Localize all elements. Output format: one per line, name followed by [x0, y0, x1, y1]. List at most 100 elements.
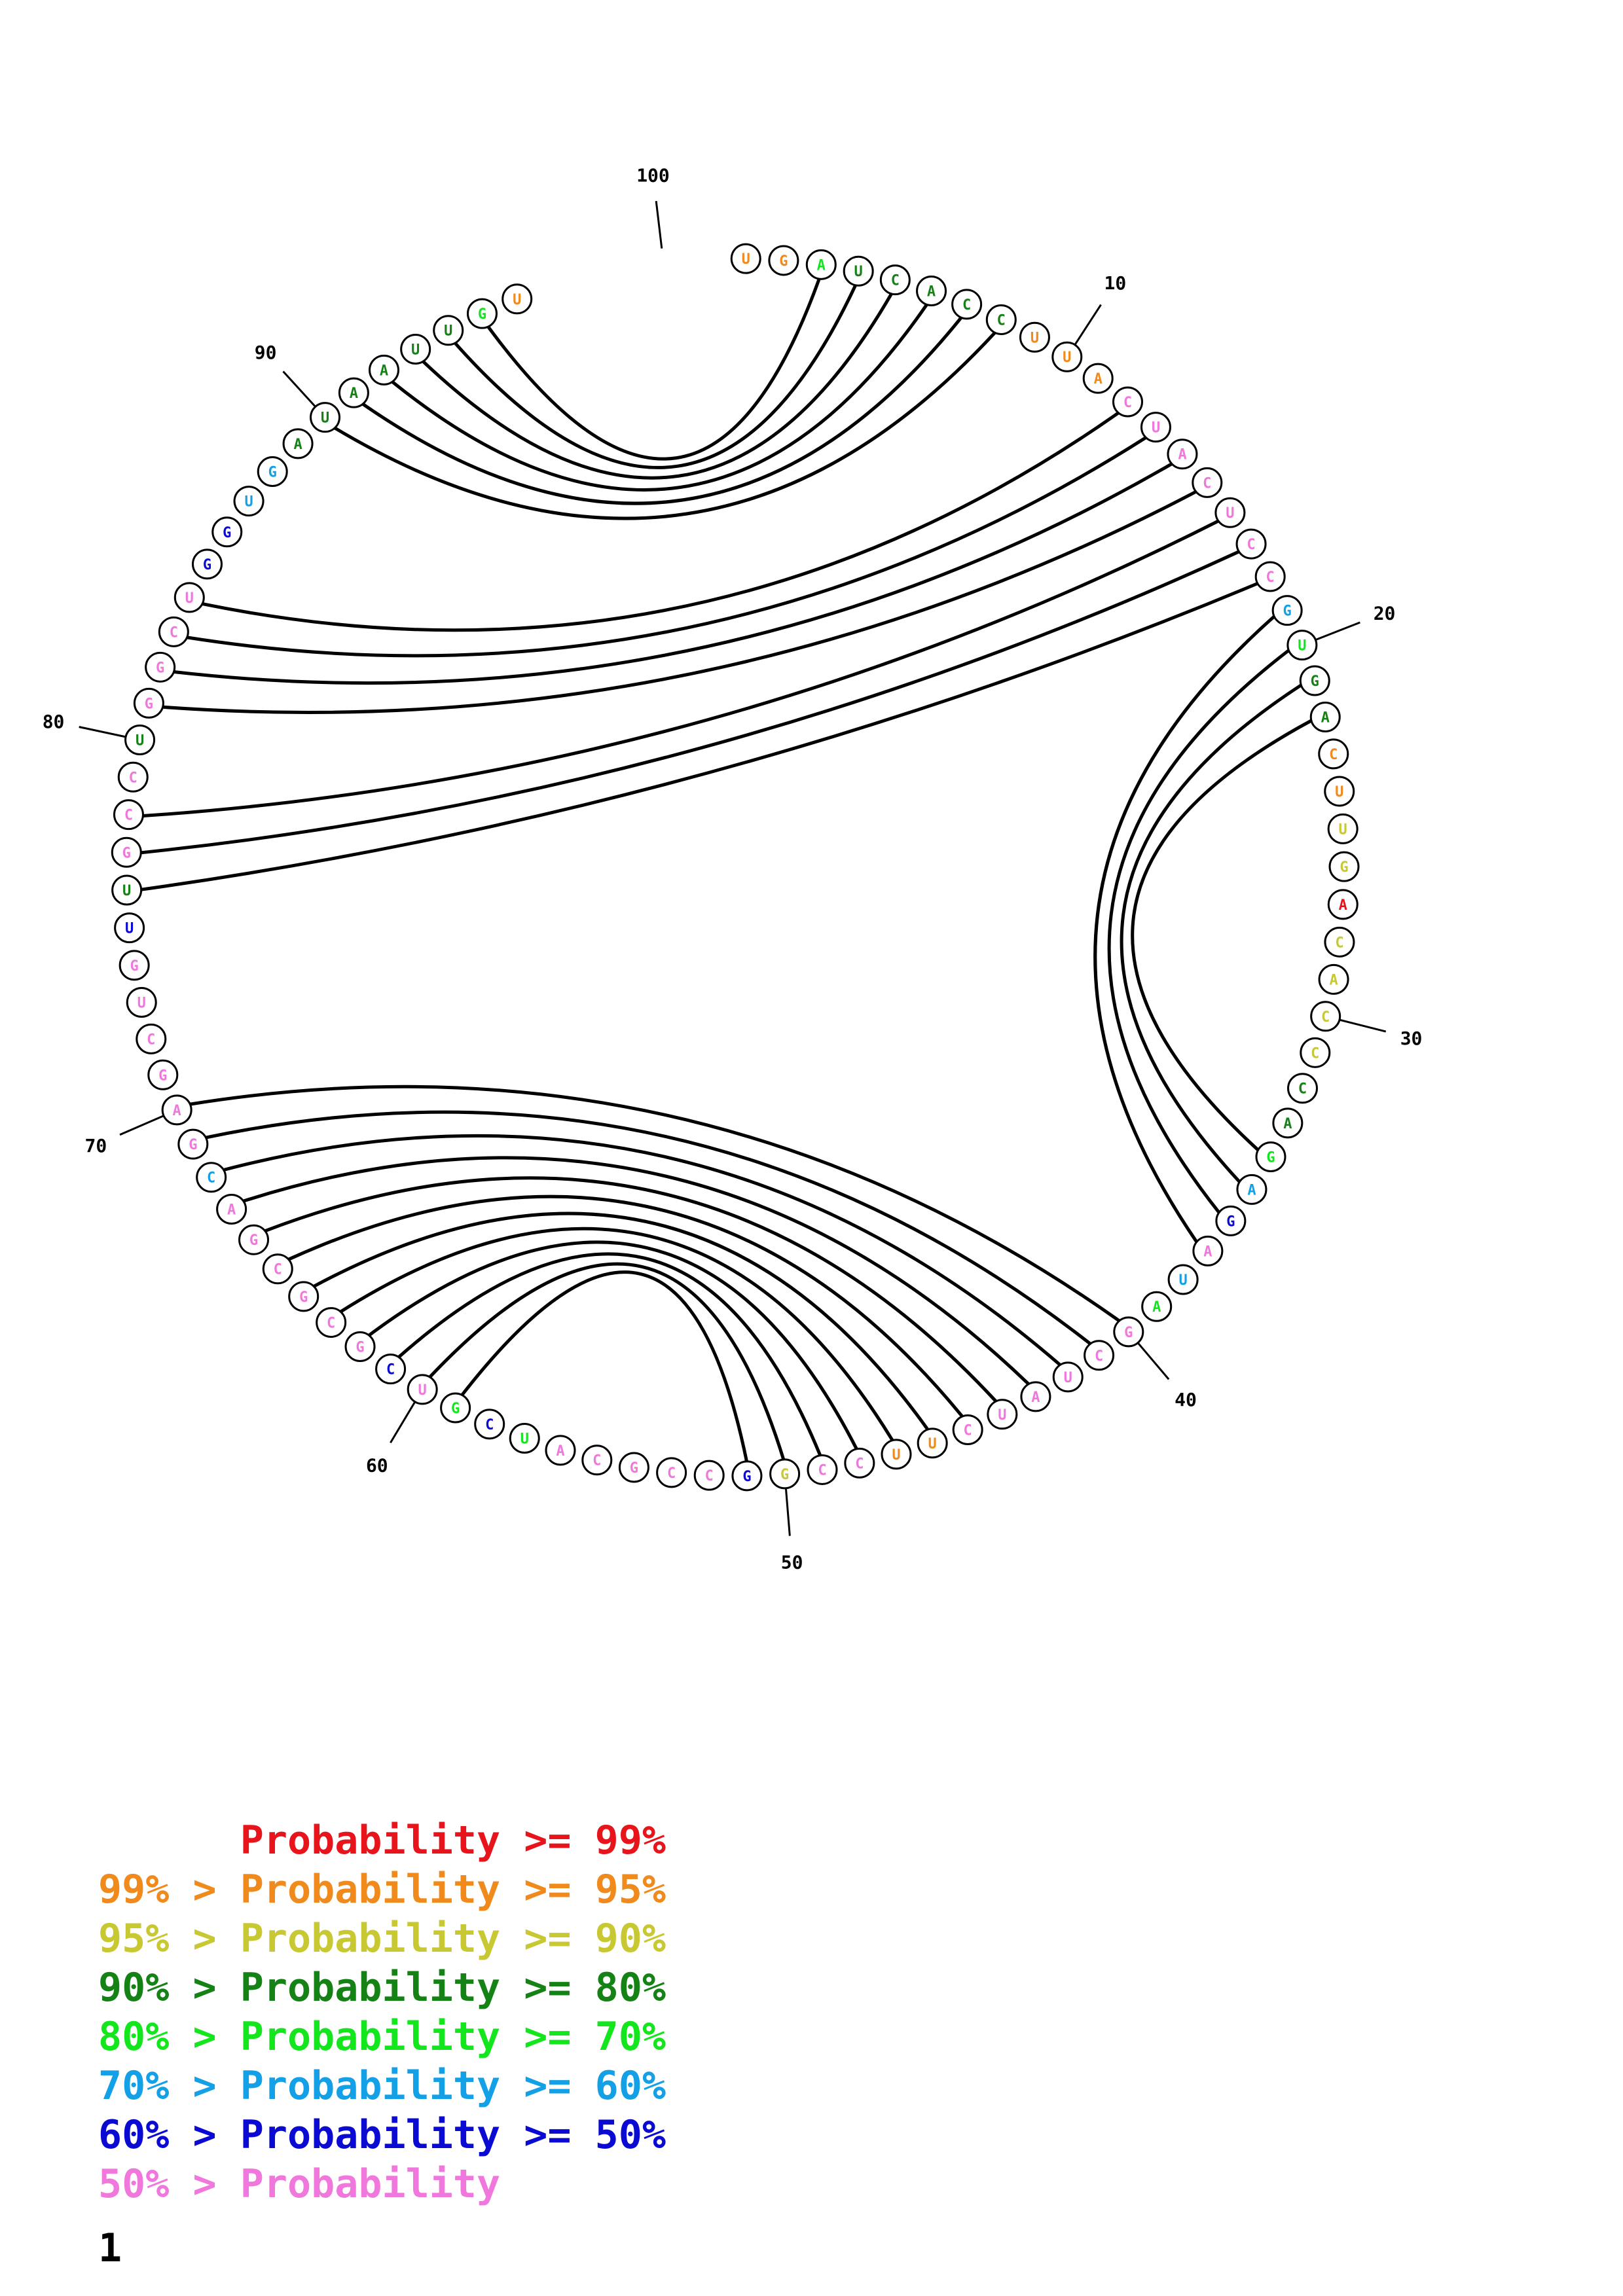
nucleotide-letter: C	[124, 808, 133, 824]
nucleotide: G	[238, 1224, 270, 1255]
nucleotide-circle	[1310, 1001, 1341, 1032]
base-pair-arc	[486, 278, 821, 461]
nucleotide: G	[1113, 1316, 1144, 1348]
nucleotide-letter: A	[173, 1103, 181, 1119]
nucleotide-circle	[618, 1452, 649, 1483]
nucleotide-letter: C	[1311, 1045, 1319, 1062]
index-ticks: 10 20 30 40 50 60 70 80 90 100	[43, 164, 1423, 1573]
nucleotide-letter: C	[327, 1316, 335, 1332]
nucleotide-letter: C	[593, 1453, 601, 1469]
base-pair-arc	[1107, 649, 1290, 1214]
base-pair-arc	[428, 1262, 786, 1460]
nucleotide-circle	[238, 1224, 270, 1255]
nucleotide: U	[114, 912, 145, 944]
nucleotide-circle	[952, 1414, 983, 1446]
nucleotide: A	[161, 1094, 192, 1126]
nucleotide: G	[191, 548, 223, 580]
nucleotide-circle	[288, 1281, 319, 1312]
nucleotide-letter: G	[356, 1340, 364, 1356]
nucleotide: G	[731, 1460, 763, 1492]
nucleotide-letter: G	[189, 1137, 197, 1153]
nucleotide-letter: U	[125, 921, 134, 937]
nucleotide: U	[509, 1423, 540, 1454]
nucleotide-letter: U	[928, 1436, 937, 1452]
legend-bound: 99%	[571, 1818, 666, 1863]
base-pair-arc	[454, 284, 857, 469]
nucleotide-circle	[147, 1059, 179, 1090]
nucleotide: A	[916, 276, 947, 307]
nucleotide-letter: A	[1152, 1299, 1161, 1316]
nucleotide: A	[1167, 439, 1198, 470]
nucleotide-letter: G	[203, 557, 211, 573]
nucleotide-circle	[257, 456, 288, 488]
legend-row: 80% > Probability >= 70%	[98, 2013, 666, 2062]
nucleotide-letter: U	[1178, 1272, 1187, 1289]
nucleotide: A	[1272, 1107, 1304, 1139]
nucleotide: C	[158, 616, 189, 647]
nucleotide-letter: A	[1094, 371, 1103, 387]
nucleotide: A	[1236, 1174, 1267, 1205]
legend-separator: >	[192, 1867, 240, 1912]
nucleotide-letter: A	[1178, 447, 1186, 463]
nucleotide-circle	[233, 486, 264, 517]
nucleotide-letter: U	[520, 1431, 529, 1448]
nucleotide-circle	[126, 987, 157, 1018]
nucleotide: C	[1310, 1001, 1341, 1032]
nucleotide-letter: U	[1339, 821, 1347, 838]
nucleotide-letter: G	[249, 1232, 258, 1249]
index-label: 30	[1400, 1028, 1423, 1049]
nucleotide-letter: U	[742, 251, 750, 268]
nucleotide-letter: A	[1321, 710, 1330, 726]
nucleotide-circle	[161, 1094, 192, 1126]
index-label: 80	[43, 711, 65, 732]
nucleotide-letter: G	[158, 1067, 167, 1084]
nucleotide-circle	[501, 283, 533, 315]
nucleotide-circle	[400, 334, 431, 365]
base-pair-arc	[141, 550, 1240, 855]
nucleotide-letter: G	[451, 1401, 460, 1417]
nucleotide-letter: G	[145, 696, 153, 712]
nucleotide-letter: A	[227, 1202, 236, 1218]
nucleotide: A	[545, 1435, 576, 1466]
page-number: 1	[98, 2225, 122, 2271]
nucleotide: G	[768, 245, 799, 276]
nucleotide-circle	[191, 548, 223, 580]
nucleotide: C	[951, 289, 983, 320]
nucleotide-letter: G	[1266, 1149, 1275, 1166]
index-label: 20	[1374, 602, 1396, 624]
nucleotide-circle	[730, 243, 761, 274]
nucleotide: C	[262, 1253, 293, 1285]
nucleotide-letter: A	[1329, 972, 1338, 988]
nucleotide-letter: C	[818, 1462, 826, 1479]
index-tick	[79, 726, 126, 738]
nucleotide: G	[119, 950, 150, 981]
nucleotide: C	[375, 1354, 407, 1385]
nucleotide-letter: U	[1063, 350, 1071, 366]
nucleotide-letter: U	[137, 996, 146, 1012]
nucleotide: G	[466, 298, 498, 329]
base-pair-arc	[339, 1227, 894, 1442]
nucleotide: G	[344, 1331, 376, 1363]
nucleotide-circle	[1192, 1235, 1224, 1266]
nucleotide-letter: G	[1340, 859, 1348, 876]
legend-row: 60% > Probability >= 50%	[98, 2111, 666, 2160]
probability-legend: Probability >= 99% 99% > Probability >= 9…	[98, 1816, 666, 2209]
nucleotide: C	[693, 1460, 725, 1491]
nucleotide-circle	[1309, 702, 1341, 733]
nucleotide: G	[288, 1281, 319, 1312]
nucleotide-circle	[344, 1331, 376, 1363]
nucleotide-circle	[1255, 1141, 1286, 1172]
nucleotide-circle	[1272, 1107, 1304, 1139]
base-pair-arc	[397, 1252, 822, 1456]
legend-separator: >	[192, 2112, 240, 2158]
nucleotide: A	[338, 377, 369, 408]
nucleotide-circle	[1287, 1073, 1319, 1104]
base-pair-arc	[368, 1240, 858, 1450]
nucleotide-letter: C	[147, 1031, 155, 1048]
nucleotide-letter: G	[1124, 1325, 1133, 1341]
nucleotide-letter: C	[1321, 1009, 1330, 1026]
nucleotide-circle	[843, 255, 874, 287]
base-pair-arc	[141, 582, 1258, 891]
nucleotide: A	[1192, 1235, 1224, 1266]
nucleotide: U	[407, 1374, 438, 1405]
